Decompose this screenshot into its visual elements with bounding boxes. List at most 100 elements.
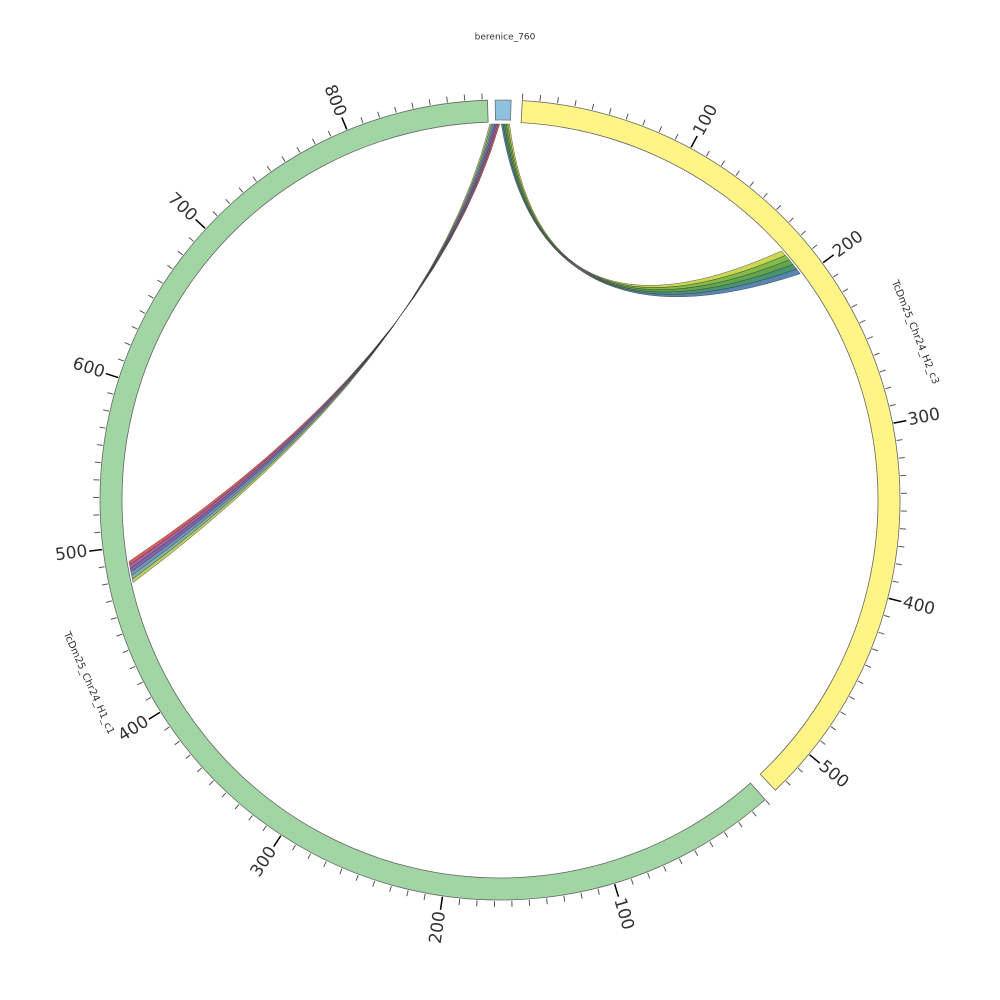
minor-tick xyxy=(898,545,905,548)
minor-tick xyxy=(428,99,431,106)
minor-tick xyxy=(674,133,679,140)
major-tick xyxy=(809,754,821,764)
minor-tick xyxy=(145,696,152,701)
minor-tick xyxy=(96,444,103,446)
minor-tick xyxy=(879,369,886,373)
segment-label: TcDm25_Chr24_H2_c3 xyxy=(889,278,941,386)
minor-tick xyxy=(898,456,905,459)
link xyxy=(130,123,496,576)
minor-tick xyxy=(238,187,244,193)
minor-tick xyxy=(98,566,105,569)
minor-tick xyxy=(563,895,566,902)
minor-tick xyxy=(262,825,267,832)
minor-tick xyxy=(546,898,548,905)
tick-label: 100 xyxy=(689,101,722,139)
minor-tick xyxy=(139,310,146,314)
minor-tick xyxy=(873,352,880,356)
minor-tick xyxy=(225,198,231,205)
minor-tick xyxy=(110,617,117,620)
minor-tick xyxy=(625,113,629,120)
minor-tick xyxy=(185,754,191,759)
minor-tick xyxy=(248,815,253,821)
minor-tick xyxy=(857,680,864,685)
link xyxy=(128,123,500,566)
minor-tick xyxy=(885,386,892,390)
minor-tick xyxy=(107,392,114,395)
minor-tick xyxy=(865,664,872,668)
major-tick xyxy=(613,884,620,897)
minor-tick xyxy=(208,780,214,786)
minor-tick xyxy=(842,288,849,293)
link xyxy=(130,123,497,573)
minor-tick xyxy=(327,130,332,137)
minor-tick xyxy=(724,832,729,838)
minor-tick xyxy=(94,461,101,464)
minor-tick xyxy=(812,244,818,249)
minor-tick xyxy=(720,160,726,166)
minor-tick xyxy=(763,192,768,199)
minor-tick xyxy=(157,279,163,284)
minor-tick xyxy=(323,861,327,868)
major-tick xyxy=(822,254,835,264)
minor-tick xyxy=(394,106,397,113)
tick-label: 300 xyxy=(906,404,942,430)
minor-tick xyxy=(580,892,583,899)
minor-tick xyxy=(709,841,714,848)
tick-label: 500 xyxy=(815,756,853,792)
link xyxy=(131,123,494,580)
minor-tick xyxy=(608,108,612,115)
minor-tick xyxy=(895,563,902,566)
minor-tick xyxy=(788,217,794,223)
tick-label: 100 xyxy=(609,896,637,933)
minor-tick xyxy=(883,614,890,618)
minor-tick xyxy=(122,649,129,654)
major-tick xyxy=(439,896,444,910)
tick-label: 500 xyxy=(54,541,89,565)
minor-tick xyxy=(389,885,392,892)
minor-tick xyxy=(765,799,771,806)
link xyxy=(132,123,492,584)
minor-tick xyxy=(859,319,866,324)
minor-tick xyxy=(642,119,646,126)
minor-tick xyxy=(694,850,699,857)
minor-tick xyxy=(167,265,173,270)
minor-tick xyxy=(752,811,757,817)
minor-tick xyxy=(458,898,461,905)
tick-label: 200 xyxy=(426,910,450,945)
link xyxy=(129,123,499,569)
major-tick xyxy=(89,548,103,552)
minor-tick xyxy=(266,165,271,172)
tick-label: 400 xyxy=(901,592,937,619)
minor-tick xyxy=(597,888,600,895)
minor-tick xyxy=(820,740,826,745)
minor-tick xyxy=(705,150,710,157)
minor-tick xyxy=(377,111,381,118)
minor-tick xyxy=(131,325,138,330)
minor-tick xyxy=(296,147,301,153)
major-tick xyxy=(690,135,698,148)
minor-tick xyxy=(889,403,896,407)
minor-tick xyxy=(101,583,108,586)
minor-tick xyxy=(355,874,359,881)
minor-tick xyxy=(840,711,846,716)
segment xyxy=(520,100,901,791)
minor-tick xyxy=(539,94,542,102)
minor-tick xyxy=(360,117,364,124)
minor-tick xyxy=(658,126,663,133)
minor-tick xyxy=(630,878,634,885)
minor-tick xyxy=(281,156,286,162)
minor-tick xyxy=(99,426,106,429)
minor-tick xyxy=(212,211,218,217)
minor-tick xyxy=(557,97,559,104)
minor-tick xyxy=(647,872,651,879)
tick-label: 800 xyxy=(320,82,351,120)
minor-tick xyxy=(785,780,791,786)
minor-tick xyxy=(234,804,240,810)
major-tick xyxy=(105,372,119,379)
minor-tick xyxy=(851,303,858,308)
title: berenice_760 xyxy=(475,33,536,43)
minor-tick xyxy=(849,696,856,700)
minor-tick xyxy=(177,250,183,256)
major-tick xyxy=(195,218,206,229)
